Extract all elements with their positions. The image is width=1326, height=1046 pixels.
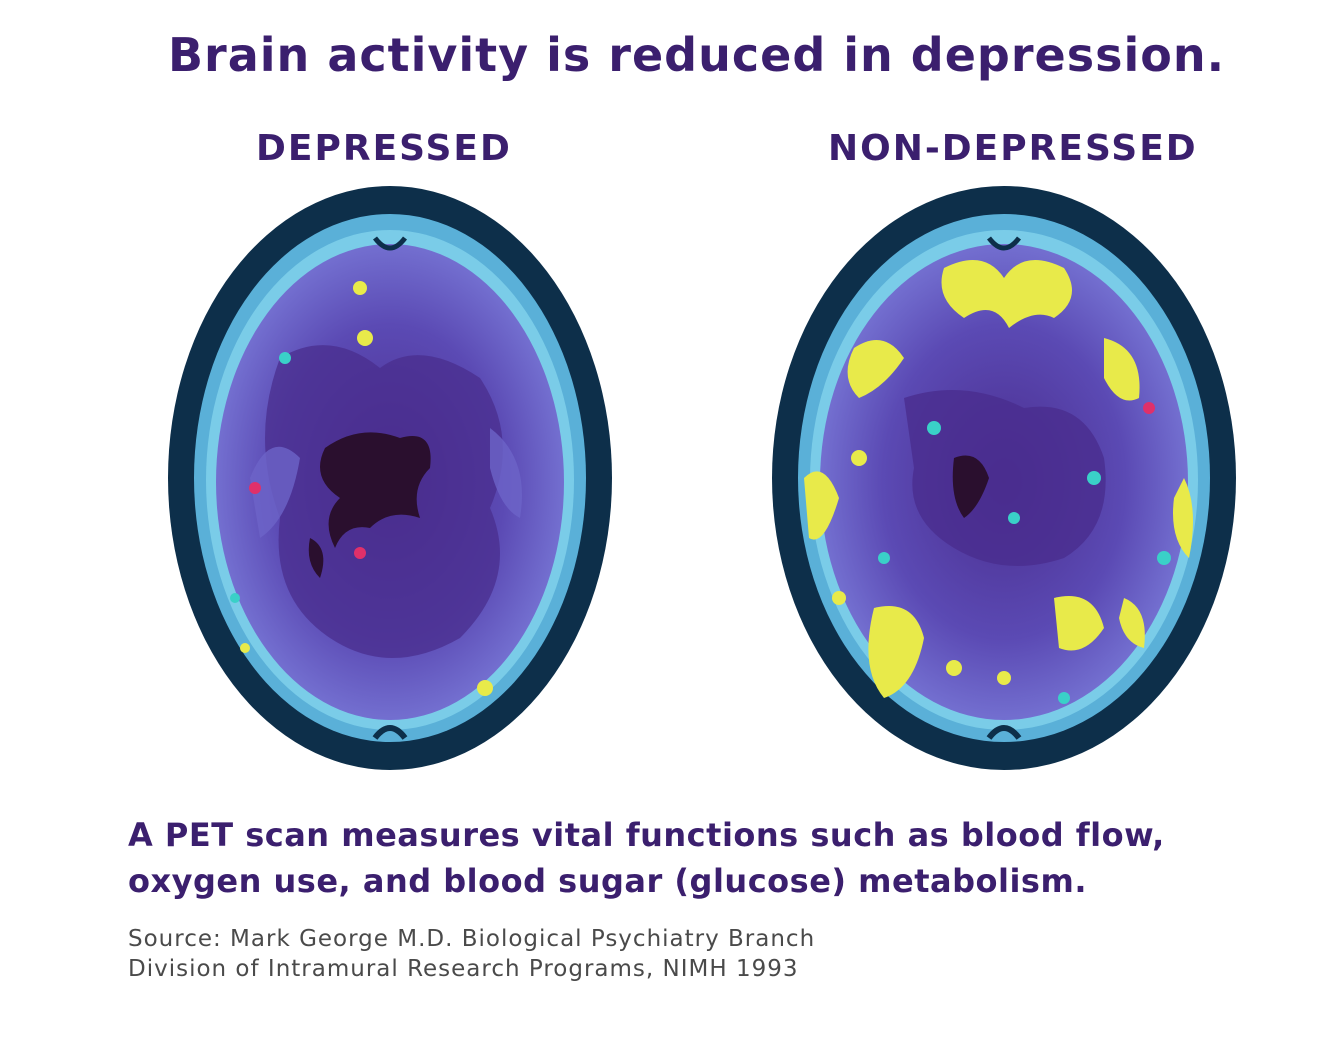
depressed-label: DEPRESSED <box>256 128 512 169</box>
page-title: Brain activity is reduced in depression. <box>168 28 1226 82</box>
source-line-2: Division of Intramural Research Programs… <box>128 956 799 982</box>
source-line-1: Source: Mark George M.D. Biological Psyc… <box>128 926 816 952</box>
non-depressed-label: NON-DEPRESSED <box>828 128 1198 169</box>
depressed-pet-scan-icon <box>168 186 612 770</box>
caption: A PET scan measures vital functions such… <box>128 812 1165 904</box>
source-credit: Source: Mark George M.D. Biological Psyc… <box>128 924 815 984</box>
non-depressed-pet-scan-icon <box>772 186 1236 770</box>
caption-line-2: oxygen use, and blood sugar (glucose) me… <box>128 862 1087 900</box>
caption-line-1: A PET scan measures vital functions such… <box>128 816 1165 854</box>
